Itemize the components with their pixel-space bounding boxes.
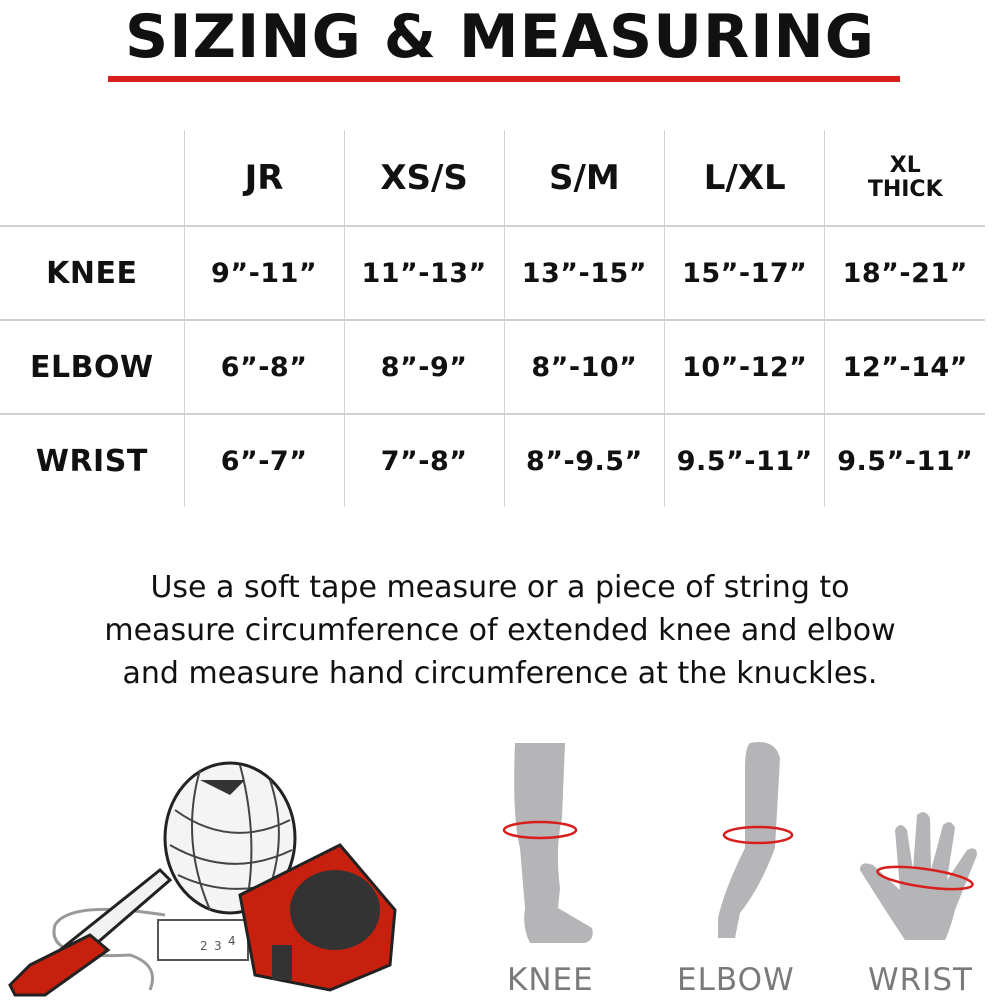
size-table: JR XS/S S/M L/XL XL THICK KNEE 9”-11” 11”… xyxy=(0,130,985,507)
instructions-line: measure circumference of extended knee a… xyxy=(104,613,896,648)
table-cell: 12”-14” xyxy=(824,319,985,414)
table-cell: 10”-12” xyxy=(663,319,825,414)
table-cell: 8”-9” xyxy=(343,319,505,414)
row-label: KNEE xyxy=(0,225,185,320)
string-icon xyxy=(52,907,166,991)
title-underline xyxy=(108,76,900,82)
header-s-m: S/M xyxy=(503,130,665,226)
header-empty xyxy=(0,130,184,226)
measuring-tools-illustration: 2 3 4 xyxy=(8,761,397,997)
table-cell: 7”-8” xyxy=(343,413,505,507)
tape-number: 3 xyxy=(214,939,222,953)
arm-icon xyxy=(718,742,794,938)
table-cell: 9.5”-11” xyxy=(663,413,825,507)
table-cell: 6”-7” xyxy=(183,413,344,507)
knee-label: KNEE xyxy=(507,962,594,998)
elbow-label: ELBOW xyxy=(677,962,795,998)
table-row: WRIST 6”-7” 7”-8” 8”-9.5” 9.5”-11” 9.5”-… xyxy=(0,413,985,507)
table-header-row: JR XS/S S/M L/XL XL THICK xyxy=(0,130,985,226)
leg-icon xyxy=(502,743,593,943)
instructions-line: and measure hand circumference at the kn… xyxy=(122,656,878,691)
header-l-xl: L/XL xyxy=(663,130,825,226)
table-cell: 11”-13” xyxy=(343,225,505,320)
table-cell: 6”-8” xyxy=(183,319,344,414)
row-label: WRIST xyxy=(0,413,185,507)
header-xl-thick-line1: XL xyxy=(889,152,921,178)
table-cell: 15”-17” xyxy=(663,225,825,320)
header-xl-thick: XL THICK xyxy=(824,130,985,226)
tape-number: 2 xyxy=(200,939,208,953)
tape-number: 4 xyxy=(228,934,236,948)
header-xs-s: XS/S xyxy=(343,130,505,226)
knee-measure-ring xyxy=(502,820,578,840)
header-jr: JR xyxy=(183,130,344,226)
row-label: ELBOW xyxy=(0,319,185,414)
wrist-measure-ring xyxy=(876,865,974,891)
string-ball-icon xyxy=(163,761,297,915)
table-cell: 8”-10” xyxy=(503,319,665,414)
table-cell: 9”-11” xyxy=(183,225,344,320)
table-row: ELBOW 6”-8” 8”-9” 8”-10” 10”-12” 12”-14” xyxy=(0,319,985,414)
instructions-text: Use a soft tape measure or a piece of st… xyxy=(0,566,1000,695)
hand-icon xyxy=(860,812,977,940)
tape-measure-icon: 2 3 4 xyxy=(157,843,397,992)
instructions-line: Use a soft tape measure or a piece of st… xyxy=(150,570,850,605)
page-title: SIZING & MEASURING xyxy=(125,2,875,72)
table-row: KNEE 9”-11” 11”-13” 13”-15” 15”-17” 18”-… xyxy=(0,225,985,320)
table-cell: 13”-15” xyxy=(503,225,665,320)
header-xl-thick-line2: THICK xyxy=(867,176,943,202)
table-cell: 9.5”-11” xyxy=(824,413,985,507)
table-cell: 18”-21” xyxy=(824,225,985,320)
marker-icon xyxy=(8,867,173,997)
table-cell: 8”-9.5” xyxy=(503,413,665,507)
elbow-measure-ring xyxy=(722,825,794,845)
wrist-label: WRIST xyxy=(868,962,973,998)
